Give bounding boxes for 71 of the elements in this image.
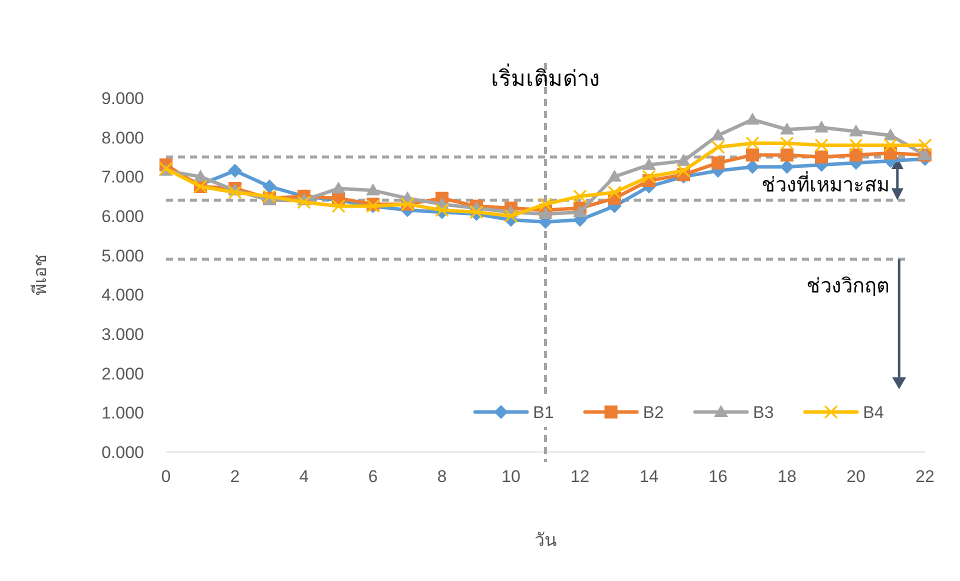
- point: [608, 186, 622, 200]
- y-axis-title: พีเอช: [30, 254, 51, 296]
- x-tick-label: 4: [299, 467, 309, 486]
- point: [538, 197, 552, 212]
- point: [366, 183, 380, 196]
- point: [780, 148, 794, 162]
- y-tick-label: 6.000: [101, 206, 144, 226]
- x-tick-label: 12: [570, 467, 590, 486]
- point: [746, 148, 759, 162]
- point: [850, 148, 862, 162]
- x-tick-label: 22: [916, 467, 934, 486]
- y-tick-label: 4.000: [101, 286, 144, 305]
- point: [194, 170, 208, 182]
- point: [332, 199, 346, 214]
- x-tick-label: 6: [368, 467, 378, 486]
- point: [538, 207, 552, 220]
- point: [504, 209, 518, 223]
- x-tick-label: 14: [640, 467, 658, 486]
- point: [746, 112, 760, 125]
- legend-label: B3: [753, 402, 774, 422]
- point: [262, 189, 276, 204]
- point: [435, 203, 449, 217]
- point: [711, 128, 725, 140]
- point: [918, 138, 932, 152]
- point: [573, 189, 587, 204]
- y-tick-label: 5.000: [101, 246, 144, 266]
- point: [780, 122, 794, 134]
- point: [228, 164, 242, 178]
- point: [849, 124, 863, 136]
- y-tick-label: 7.000: [101, 168, 144, 187]
- point: [470, 205, 484, 219]
- legend-label: B1: [533, 402, 554, 422]
- point: [711, 140, 725, 154]
- legend-label: B2: [643, 402, 664, 422]
- y-tick-label: 2.000: [101, 364, 144, 384]
- x-axis-title: วัน: [534, 530, 556, 551]
- point: [814, 138, 828, 152]
- point: [573, 205, 587, 218]
- y-tick-label: 0.000: [101, 442, 144, 462]
- point: [608, 170, 622, 182]
- point: [642, 170, 656, 184]
- legend-label: B4: [863, 402, 884, 422]
- y-tick-label: 8.000: [101, 128, 144, 148]
- x-tick-label: 20: [846, 467, 866, 486]
- ref-line-label: เริ่มเติมด่าง: [491, 63, 600, 92]
- point: [262, 180, 276, 194]
- x-tick-label: 16: [708, 467, 728, 486]
- point: [712, 156, 724, 170]
- point: [849, 138, 863, 152]
- annotation: ช่วงที่เหมาะสม: [761, 170, 890, 197]
- point: [297, 195, 311, 210]
- y-tick-label: 9.000: [101, 88, 144, 108]
- annotation: ช่วงวิกฤต: [806, 273, 890, 298]
- point: [332, 181, 346, 194]
- point: [676, 164, 690, 178]
- x-tick-label: 10: [502, 467, 520, 486]
- point: [746, 160, 760, 174]
- point: [746, 136, 760, 150]
- point: [642, 158, 656, 170]
- x-tick-label: 8: [437, 467, 447, 486]
- point: [676, 154, 690, 166]
- point: [780, 136, 794, 150]
- point: [815, 150, 828, 164]
- point: [814, 120, 828, 132]
- y-tick-label: 3.000: [101, 324, 144, 344]
- x-tick-label: 2: [230, 467, 240, 486]
- point: [884, 138, 898, 152]
- x-tick-label: 0: [161, 467, 171, 486]
- point: [228, 186, 242, 200]
- y-tick-label: 1.000: [101, 404, 144, 423]
- x-tick-label: 18: [778, 467, 796, 486]
